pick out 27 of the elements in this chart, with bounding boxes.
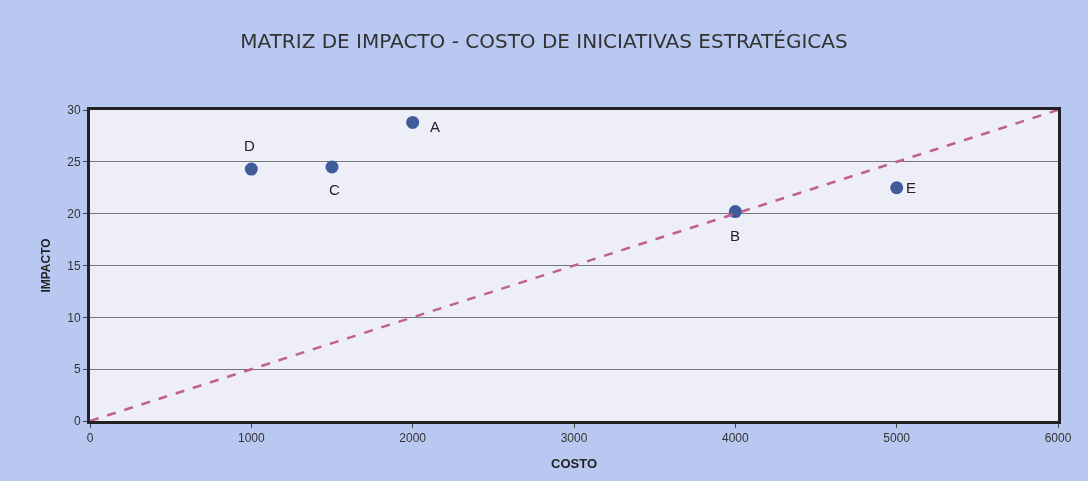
annotation: B (730, 227, 741, 244)
x-tick-label: 2000 (399, 431, 427, 446)
x-tick-label: 3000 (560, 431, 588, 446)
x-tick-label: 4000 (721, 431, 749, 446)
point (244, 162, 258, 176)
y-tick-label: 0 (73, 414, 81, 429)
y-axis-title: IMPACTO (38, 238, 53, 293)
y-tick-label: 25 (67, 155, 81, 170)
x-tick-label: 1000 (237, 431, 265, 446)
y-tick-label: 10 (67, 310, 81, 325)
x-tick-label: 6000 (1044, 431, 1072, 446)
point (325, 160, 339, 174)
annotation: E (906, 179, 917, 196)
point (728, 205, 742, 219)
annotation: D (244, 137, 255, 154)
annotation: A (430, 118, 441, 135)
y-tick-label: 5 (73, 362, 81, 377)
x-axis-title: COSTO (551, 456, 597, 471)
y-tick-label: 30 (67, 103, 81, 118)
y-tick-label: 15 (67, 258, 81, 273)
x-tick-label: 5000 (883, 431, 911, 446)
x-tick-label: 0 (86, 431, 94, 446)
y-tick-label: 20 (67, 206, 81, 221)
point (890, 181, 904, 195)
point (406, 115, 420, 129)
chart-title: MATRIZ DE IMPACTO - COSTO DE INICIATIVAS ESTRATÉGICAS (240, 28, 848, 53)
annotation: C (329, 181, 340, 198)
